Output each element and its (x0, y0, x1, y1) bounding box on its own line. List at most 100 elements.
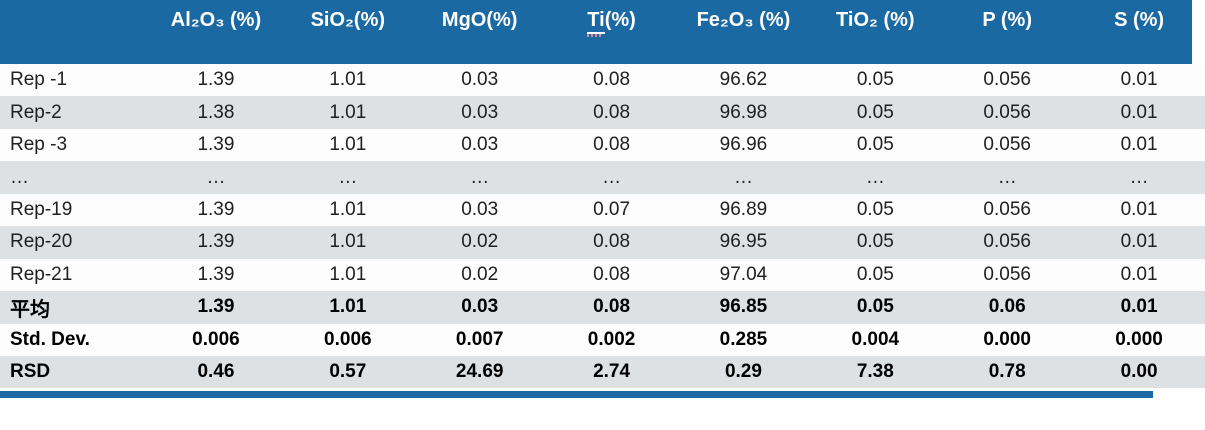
table-cell: 1.38 (197, 101, 235, 123)
table-cell: 96.85 (719, 296, 768, 318)
table-cell: 96.96 (719, 134, 768, 156)
table-cell: 0.056 (983, 198, 1031, 220)
table-cell: 1.01 (329, 296, 367, 318)
table-cell: 96.98 (719, 101, 768, 123)
underlined-header-part: Ti (587, 9, 605, 34)
table-cell: 0.05 (856, 198, 894, 220)
table-cell: 0.03 (461, 198, 499, 220)
table-cell: 0.01 (1120, 101, 1158, 123)
table-cell: … (470, 166, 490, 188)
column-header: Fe₂O₃ (%) (696, 9, 791, 31)
header-corner-notch (1192, 0, 1205, 64)
table-cell: 0.006 (324, 328, 372, 350)
table-row: Rep -1 1.39 1.01 0.03 0.08 96.62 0.05 0.056 0.01 (0, 64, 1205, 97)
table-cell: 0.000 (1115, 328, 1163, 350)
table-cell: 24.69 (455, 361, 504, 383)
table-row: Std. Dev. 0.006 0.006 0.007 0.002 0.285 0.004 0… (0, 323, 1205, 356)
table-cell: 0.08 (593, 231, 631, 253)
table-row: … … … … … … … … … (0, 161, 1205, 194)
row-label: 平均 (10, 296, 50, 321)
table-cell: 0.05 (856, 231, 894, 253)
table-cell: 1.39 (197, 263, 235, 285)
table-cell: 0.05 (856, 134, 894, 156)
table-cell: 0.01 (1120, 231, 1158, 253)
table-cell: 0.056 (983, 263, 1031, 285)
table-cell: … (997, 166, 1017, 188)
table-cell: 0.01 (1120, 134, 1158, 156)
table-cell: 1.01 (329, 69, 367, 91)
table-cell: … (1129, 166, 1149, 188)
table-cell: 2.74 (593, 361, 631, 383)
table-cell: 0.02 (461, 263, 499, 285)
table-cell: … (865, 166, 885, 188)
table-cell: 0.056 (983, 69, 1031, 91)
table-cell: 0.05 (856, 263, 894, 285)
table-cell: 1.01 (329, 101, 367, 123)
table-row: Rep-19 1.39 1.01 0.03 0.07 96.89 0.05 0.056 0.01 (0, 193, 1205, 227)
column-header: P (%) (982, 9, 1032, 31)
row-label: … (10, 166, 29, 188)
table-cell: 1.01 (329, 134, 367, 156)
table-row: RSD 0.46 0.57 24.69 2.74 0.29 7.38 0.78 0.00 (0, 355, 1205, 389)
table-cell: 96.95 (719, 231, 768, 253)
table-cell: 0.004 (851, 328, 900, 350)
row-label: Rep-20 (10, 231, 73, 253)
row-label: Rep-19 (10, 198, 73, 220)
table-cell: … (733, 166, 753, 188)
table-cell: 1.01 (329, 263, 367, 285)
table-cell: 1.39 (197, 198, 235, 220)
table-cell: … (206, 166, 226, 188)
table-cell: 0.00 (1120, 361, 1158, 383)
table-row: Rep-2 1.38 1.01 0.03 0.08 96.98 0.05 0.056 0.01 (0, 96, 1205, 129)
column-header: S (%) (1114, 9, 1165, 31)
table-cell: 0.01 (1120, 296, 1158, 318)
column-header: Ti(%) (546, 0, 678, 34)
table-cell: 1.39 (197, 296, 235, 318)
header-part: (%) (604, 9, 636, 31)
table-row: Rep-20 1.39 1.01 0.02 0.08 96.95 0.05 0.056 0.01 (0, 226, 1205, 259)
row-label: Rep -1 (10, 69, 68, 91)
table-cell: … (338, 166, 358, 188)
table-cell: 0.01 (1120, 69, 1158, 91)
table-cell: 0.78 (988, 361, 1026, 383)
column-header: SiO₂(%) (310, 9, 386, 31)
table-cell: 1.01 (329, 231, 367, 253)
table-cell: 0.29 (724, 361, 762, 383)
table-row: 平均 1.39 1.01 0.03 0.08 96.85 0.05 0.06 0.01 (0, 291, 1205, 324)
table-cell: 0.08 (593, 69, 631, 91)
table-cell: 0.02 (461, 231, 499, 253)
row-label: RSD (10, 361, 51, 383)
column-header: Al₂O₃ (%) (170, 9, 262, 31)
table-cell: 0.03 (461, 69, 499, 91)
table-cell: 0.01 (1120, 263, 1158, 285)
column-header: MgO(%) (441, 9, 518, 31)
table-cell: 0.05 (856, 69, 894, 91)
table-cell: 0.08 (593, 134, 631, 156)
table-cell: 0.08 (593, 296, 631, 318)
table-cell: 0.05 (856, 101, 894, 123)
table-cell: 0.000 (983, 328, 1031, 350)
table-row: Rep-21 1.39 1.01 0.02 0.08 97.04 0.05 0.056 0.01 (0, 258, 1205, 292)
table-cell: … (602, 166, 622, 188)
table-cell: 0.056 (983, 101, 1031, 123)
table-cell: 1.01 (329, 198, 367, 220)
table-cell: 0.01 (1120, 198, 1158, 220)
table-cell: 0.57 (329, 361, 367, 383)
table-cell: 0.46 (197, 361, 235, 383)
row-label: Rep-2 (10, 101, 62, 123)
table-cell: 0.05 (856, 296, 894, 318)
table-cell: 0.03 (461, 134, 499, 156)
table-cell: 0.006 (192, 328, 240, 350)
row-label: Rep-21 (10, 263, 73, 285)
row-label: Std. Dev. (10, 328, 90, 350)
table-cell: 1.39 (197, 69, 235, 91)
bottom-accent-bar (0, 390, 1153, 398)
table-cell: 0.056 (983, 134, 1031, 156)
table-cell: 0.285 (719, 328, 768, 350)
row-label: Rep -3 (10, 134, 68, 156)
table-cell: 0.03 (461, 296, 499, 318)
bottom-gap (0, 388, 1205, 391)
table-header-row: Al₂O₃ (%) SiO₂(%) MgO(%) Ti(%) Fe₂O₃ (%) TiO₂… (0, 0, 1205, 64)
table-cell: 96.62 (719, 69, 768, 91)
